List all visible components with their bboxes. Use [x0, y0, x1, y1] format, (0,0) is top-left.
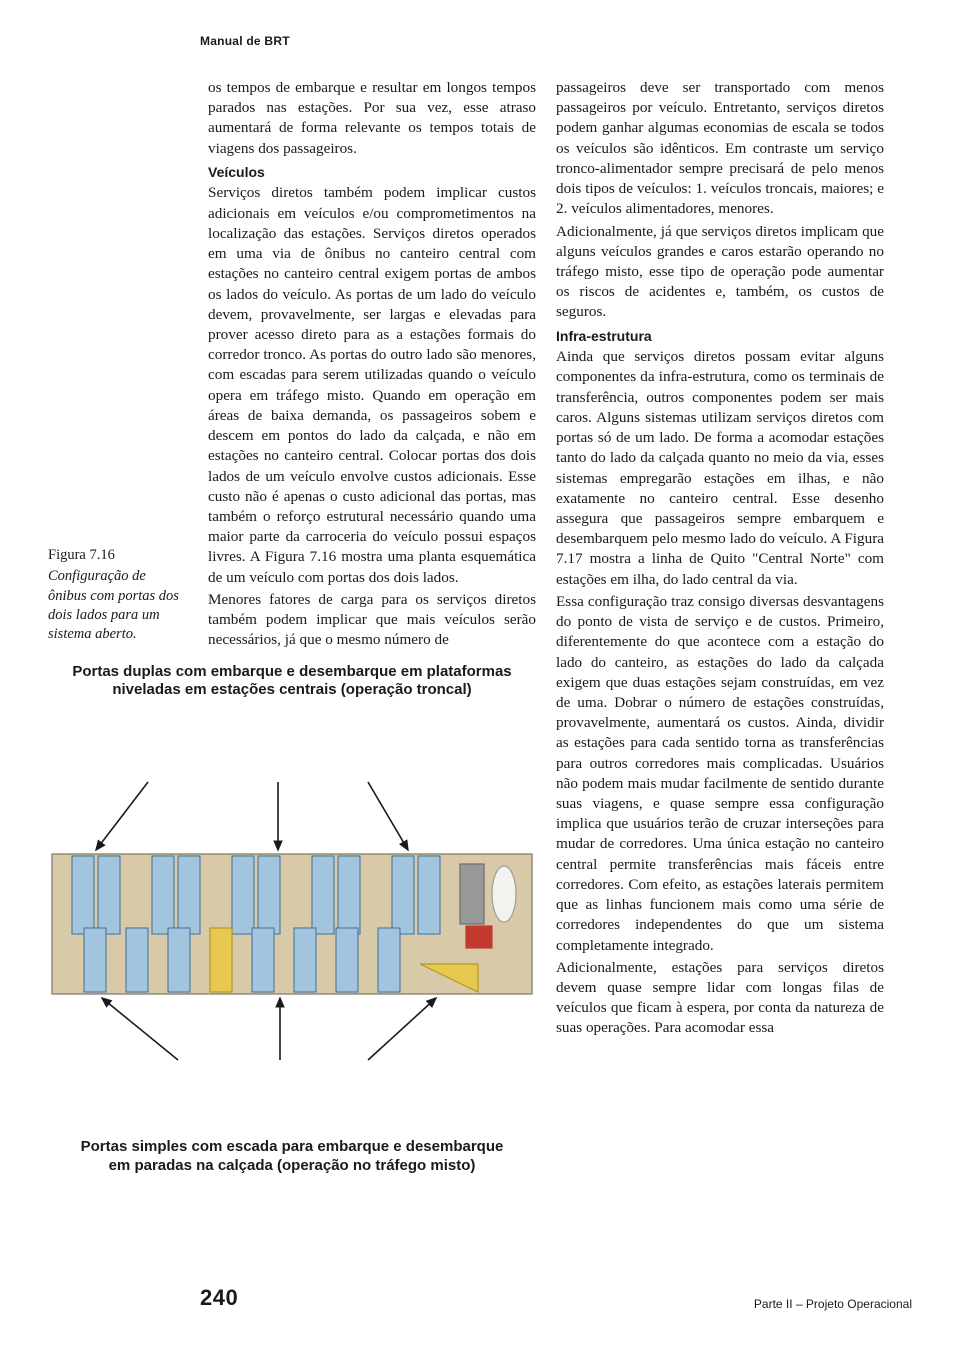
bus-schematic-svg: [48, 704, 538, 1134]
page-number: 240: [200, 1285, 238, 1311]
figure-7-16-diagram: Portas duplas com embarque e desembarque…: [48, 663, 536, 1176]
body-text: Adicionalmente, estações para serviços d…: [556, 958, 884, 1039]
body-text: Ainda que serviços diretos possam evitar…: [556, 347, 884, 590]
subhead-infra: Infra-estrutura: [556, 327, 884, 346]
body-text: passageiros deve ser transportado com me…: [556, 78, 884, 220]
body-text: Menores fatores de carga para os serviço…: [208, 590, 536, 651]
body-text: os tempos de embarque e resultar em long…: [208, 78, 536, 159]
body-text: Serviços diretos também podem implicar c…: [208, 183, 536, 587]
diagram-bottom-label: Portas simples com escada para embarque …: [78, 1138, 506, 1176]
figure-caption-text: Configuração de ônibus com portas dos do…: [48, 568, 179, 642]
figure-caption-label: Figura 7.16: [48, 546, 188, 565]
footer-section: Parte II – Projeto Operacional: [754, 1297, 912, 1311]
subhead-veiculos: Veículos: [208, 163, 536, 182]
diagram-top-label: Portas duplas com embarque e desembarque…: [68, 663, 516, 701]
column-2: passageiros deve ser transportado com me…: [556, 78, 884, 1176]
running-header: Manual de BRT: [200, 34, 912, 48]
body-text: Essa configuração traz consigo diversas …: [556, 592, 884, 956]
body-text: Adicionalmente, já que serviços diretos …: [556, 222, 884, 323]
column-1: os tempos de embarque e resultar em long…: [208, 78, 536, 653]
figure-caption: Figura 7.16 Configuração de ônibus com p…: [48, 546, 188, 652]
